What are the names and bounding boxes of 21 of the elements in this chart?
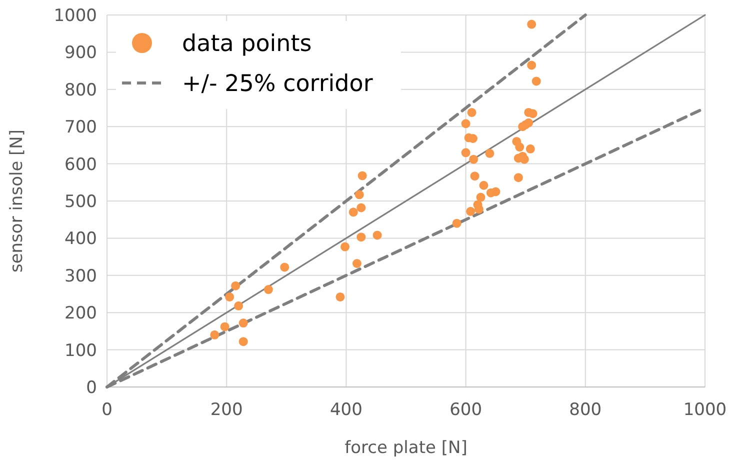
x-tick-label: 800 <box>569 400 602 420</box>
x-tick-label: 200 <box>210 400 243 420</box>
x-tick-label: 1000 <box>683 400 727 420</box>
legend-label: data points <box>182 31 312 58</box>
y-tick-label: 0 <box>86 378 97 398</box>
y-tick-label: 1000 <box>54 6 97 26</box>
x-axis-title: force plate [N] <box>344 438 468 458</box>
y-tick-label: 600 <box>64 154 97 175</box>
y-tick-label: 100 <box>64 340 97 361</box>
y-tick-label: 900 <box>64 43 97 64</box>
y-tick-label: 200 <box>64 304 97 324</box>
y-axis-title: sensor insole [N] <box>7 129 27 273</box>
x-tick-label: 600 <box>450 400 482 420</box>
x-tick-label: 0 <box>102 400 112 420</box>
x-tick-label: 400 <box>330 400 362 420</box>
legend-label: +/- 25% corridor <box>182 71 374 98</box>
y-tick-label: 800 <box>64 80 97 100</box>
y-tick-label: 400 <box>64 229 97 250</box>
y-tick-label: 300 <box>64 266 97 286</box>
y-tick-label: 700 <box>64 118 97 138</box>
y-tick-label: 500 <box>64 192 97 212</box>
